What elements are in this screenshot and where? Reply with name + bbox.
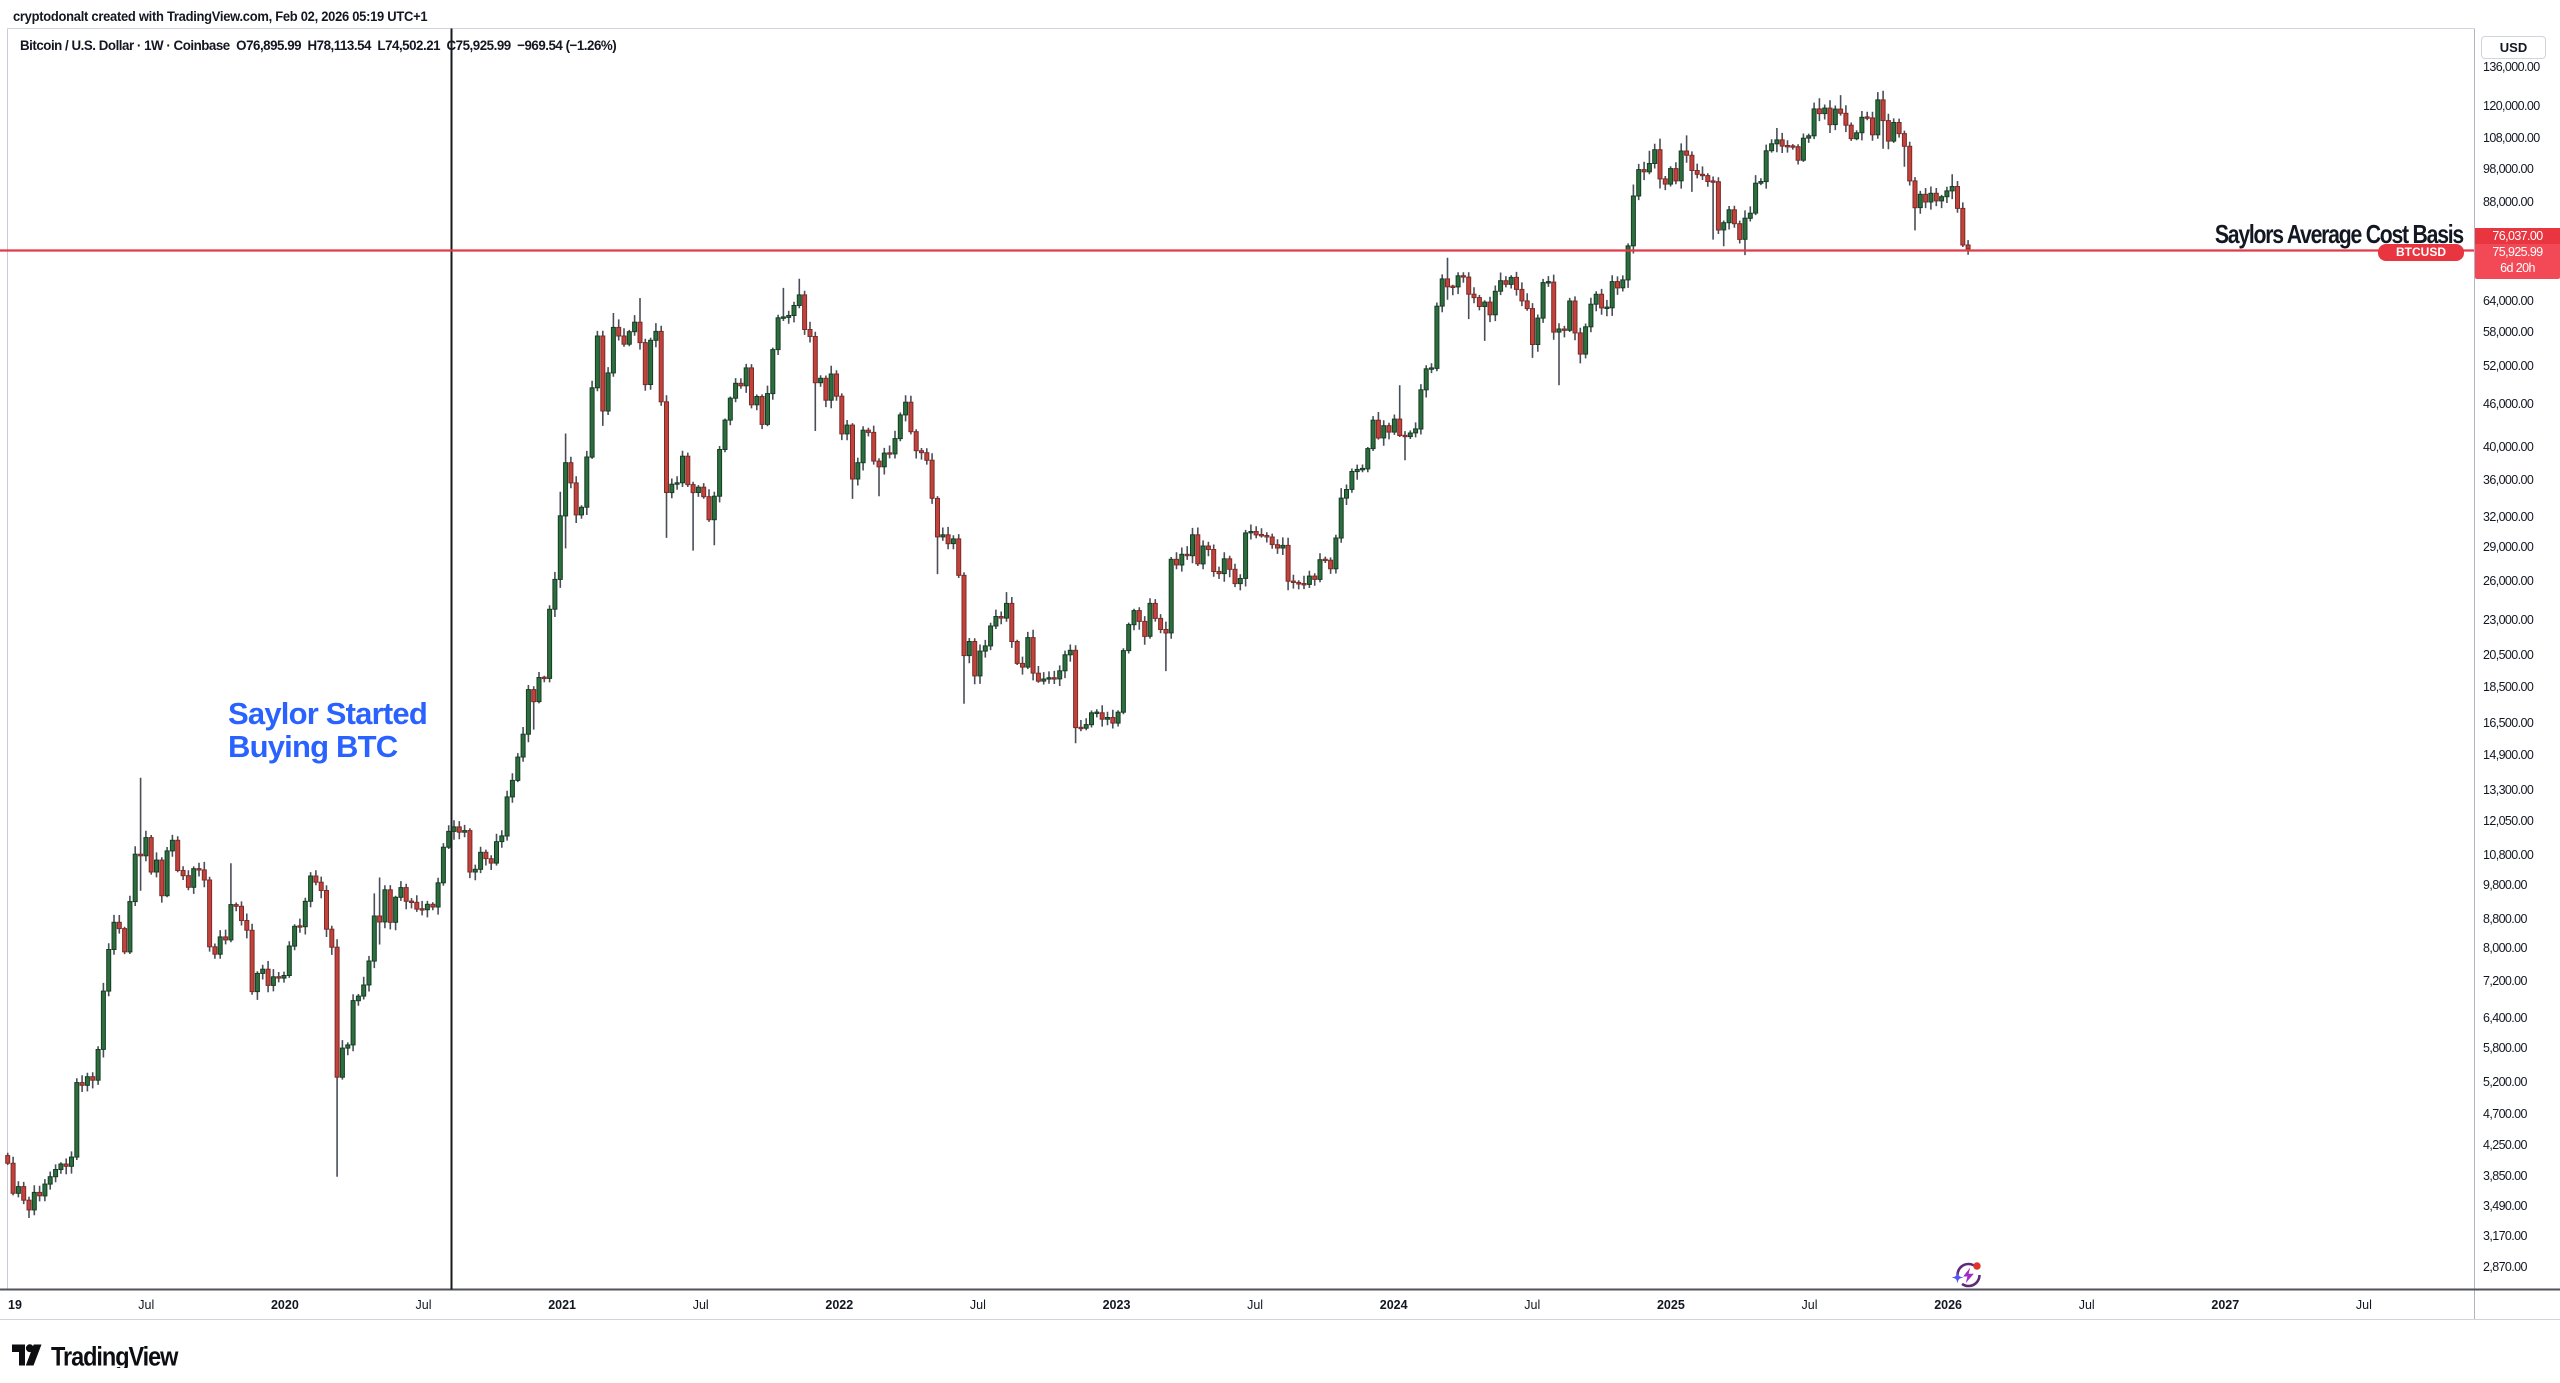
- svg-text:TradingView: TradingView: [51, 1344, 179, 1368]
